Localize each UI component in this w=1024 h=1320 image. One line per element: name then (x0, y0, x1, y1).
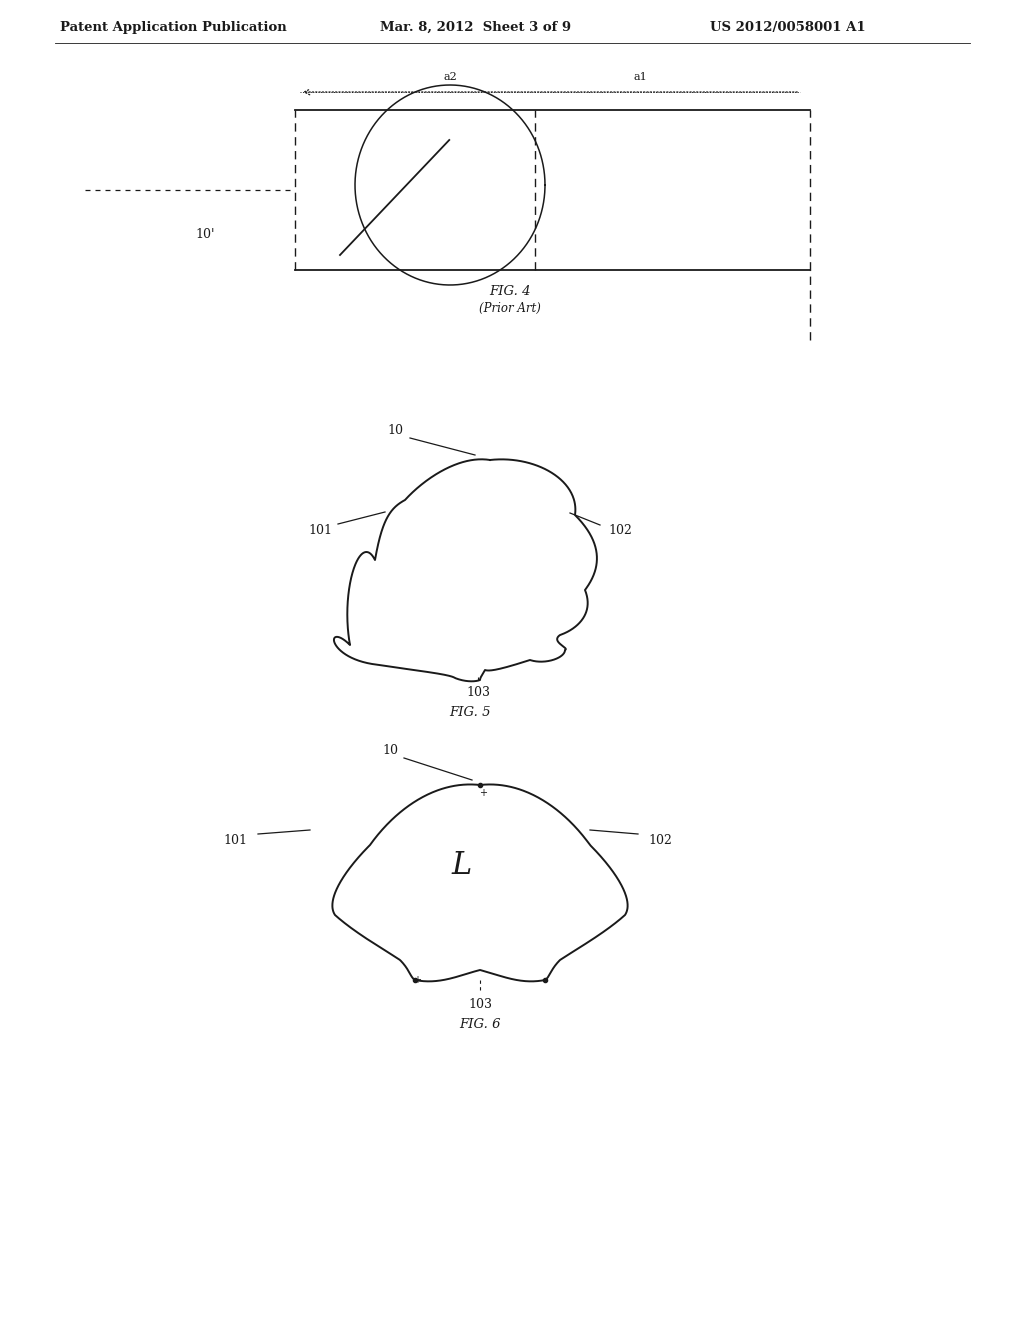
Text: Patent Application Publication: Patent Application Publication (60, 21, 287, 33)
Text: 101: 101 (308, 524, 332, 536)
Text: +: + (413, 975, 421, 985)
Text: Mar. 8, 2012  Sheet 3 of 9: Mar. 8, 2012 Sheet 3 of 9 (380, 21, 571, 33)
Text: 101: 101 (223, 833, 247, 846)
Text: L: L (452, 850, 472, 880)
Text: 10': 10' (196, 228, 215, 242)
Text: FIG. 5: FIG. 5 (450, 705, 490, 718)
Text: 102: 102 (648, 833, 672, 846)
Text: 102: 102 (608, 524, 632, 536)
Text: 10: 10 (382, 743, 398, 756)
Text: +: + (479, 788, 487, 799)
Text: FIG. 6: FIG. 6 (459, 1019, 501, 1031)
Text: 103: 103 (468, 998, 492, 1011)
Text: a2: a2 (443, 73, 457, 82)
Text: FIG. 4: FIG. 4 (489, 285, 530, 298)
Text: a1: a1 (633, 73, 647, 82)
Text: (Prior Art): (Prior Art) (479, 302, 541, 315)
Text: US 2012/0058001 A1: US 2012/0058001 A1 (710, 21, 865, 33)
Text: 103: 103 (466, 685, 490, 698)
Text: 10: 10 (387, 424, 403, 437)
